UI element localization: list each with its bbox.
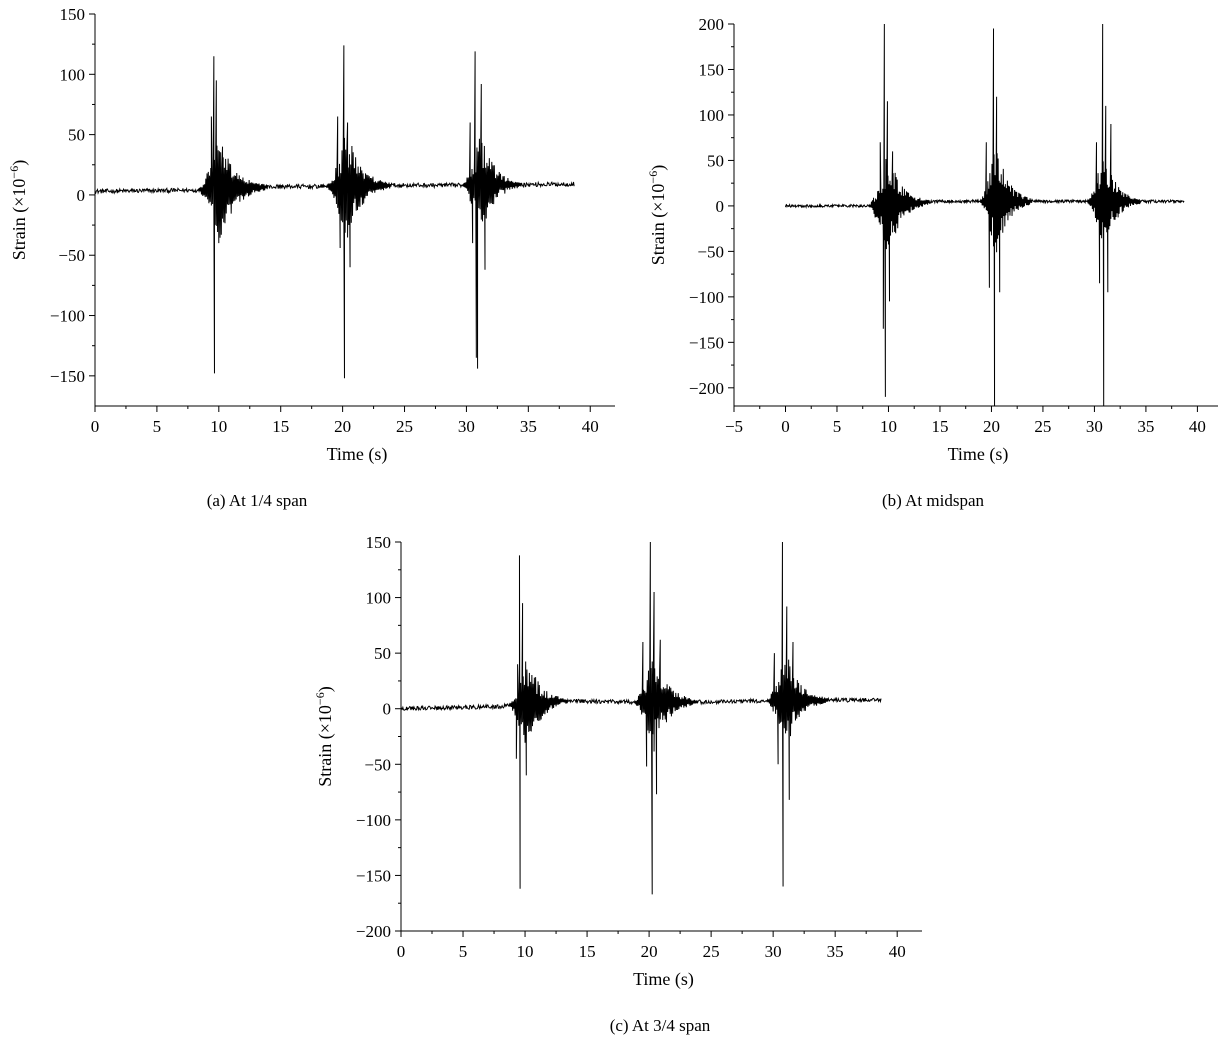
x-tick-label: 30: [1086, 417, 1103, 436]
strain-series-line: [94, 45, 575, 379]
chart-panel-a: 0 5 10 15 20 25 30 35 40 −150 −100 −50 0 50 100 150 Time…: [7, 5, 615, 510]
y-axis-label-exponent: −6: [646, 171, 660, 184]
y-tick-label: 100: [366, 589, 392, 608]
x-tick-label: 10: [517, 942, 534, 961]
x-tick-label: 15: [931, 417, 948, 436]
x-axis-label: Time (s): [948, 444, 1009, 465]
panel-caption: (b) At midspan: [882, 491, 984, 510]
y-tick-label: 150: [366, 533, 392, 552]
x-tick-label: 25: [1034, 417, 1051, 436]
x-axis-label: Time (s): [633, 969, 694, 990]
y-axis-label-close: ): [315, 686, 336, 692]
y-tick-label: 150: [60, 5, 86, 24]
x-tick-label: 35: [520, 417, 537, 436]
y-tick-label: 200: [699, 15, 725, 34]
y-tick-label: 50: [707, 151, 724, 170]
panel-caption: (a) At 1/4 span: [207, 491, 308, 510]
x-tick-label: 30: [765, 942, 782, 961]
y-tick-label: −100: [356, 811, 391, 830]
x-tick-label: 20: [641, 942, 658, 961]
y-axis-label-name: Strain: [315, 744, 335, 787]
x-tick-label: 25: [396, 417, 413, 436]
x-tick-label: 10: [210, 417, 227, 436]
y-axis-label-unit: (×10: [315, 705, 336, 739]
x-tick-label: 25: [703, 942, 720, 961]
x-tick-label: 5: [459, 942, 468, 961]
y-axis-label-unit: (×10: [9, 179, 30, 213]
y-axis-label: Strain (×10−6): [7, 160, 30, 260]
y-tick-label: −50: [58, 246, 85, 265]
x-tick-label: 0: [397, 942, 406, 961]
y-axis-label-close: ): [648, 165, 669, 171]
x-tick-label: 15: [579, 942, 596, 961]
strain-series-line: [785, 23, 1185, 407]
x-tick-label: 0: [781, 417, 790, 436]
y-axis-label-name: Strain: [648, 222, 668, 265]
x-tick-label: 20: [983, 417, 1000, 436]
y-tick-label: −100: [689, 288, 724, 307]
y-tick-label: −200: [356, 922, 391, 941]
y-tick-label: 50: [374, 644, 391, 663]
x-tick-label: 5: [153, 417, 162, 436]
x-tick-label: 20: [334, 417, 351, 436]
panel-caption: (c) At 3/4 span: [610, 1016, 711, 1035]
y-tick-label: 100: [60, 65, 86, 84]
y-tick-label: 0: [716, 197, 725, 216]
y-tick-label: −200: [689, 379, 724, 398]
chart-panel-c: 0 5 10 15 20 25 30 35 40 −200 −150 −100 −50 0 50 100 150…: [313, 533, 922, 1035]
x-tick-label: 40: [582, 417, 599, 436]
x-axis-label: Time (s): [327, 444, 388, 465]
y-axis-label-unit: (×10: [648, 184, 669, 218]
y-axis-label: Strain (×10−6): [646, 165, 669, 265]
x-tick-label: 40: [889, 942, 906, 961]
y-tick-label: 0: [77, 186, 86, 205]
y-tick-label: −50: [364, 755, 391, 774]
strain-series-line: [400, 541, 882, 895]
y-tick-label: 50: [68, 126, 85, 145]
y-axis-label-exponent: −6: [7, 166, 21, 179]
x-tick-label: 10: [880, 417, 897, 436]
chart-panel-b: −5 0 5 10 15 20 25 30 35 40−200−150−100−500501001…: [646, 15, 1218, 510]
x-tick-label: 5: [833, 417, 842, 436]
x-tick-label: 35: [1137, 417, 1154, 436]
y-axis-label-close: ): [9, 160, 30, 166]
x-tick-label: −5: [725, 417, 743, 436]
x-tick-label: 35: [827, 942, 844, 961]
y-tick-label: −50: [697, 242, 724, 261]
y-tick-label: −150: [356, 866, 391, 885]
y-tick-label: −100: [50, 307, 85, 326]
y-axis-label-exponent: −6: [313, 692, 327, 705]
y-tick-label: 150: [699, 60, 725, 79]
y-tick-label: −150: [689, 333, 724, 352]
y-axis-label: Strain (×10−6): [313, 686, 336, 786]
x-tick-label: 30: [458, 417, 475, 436]
y-tick-label: 0: [383, 700, 392, 719]
x-tick-label: 40: [1189, 417, 1206, 436]
x-tick-label: 15: [272, 417, 289, 436]
y-tick-label: −150: [50, 367, 85, 386]
y-tick-label: 100: [699, 106, 725, 125]
x-tick-label: 0: [91, 417, 100, 436]
y-axis-label-name: Strain: [9, 217, 29, 260]
